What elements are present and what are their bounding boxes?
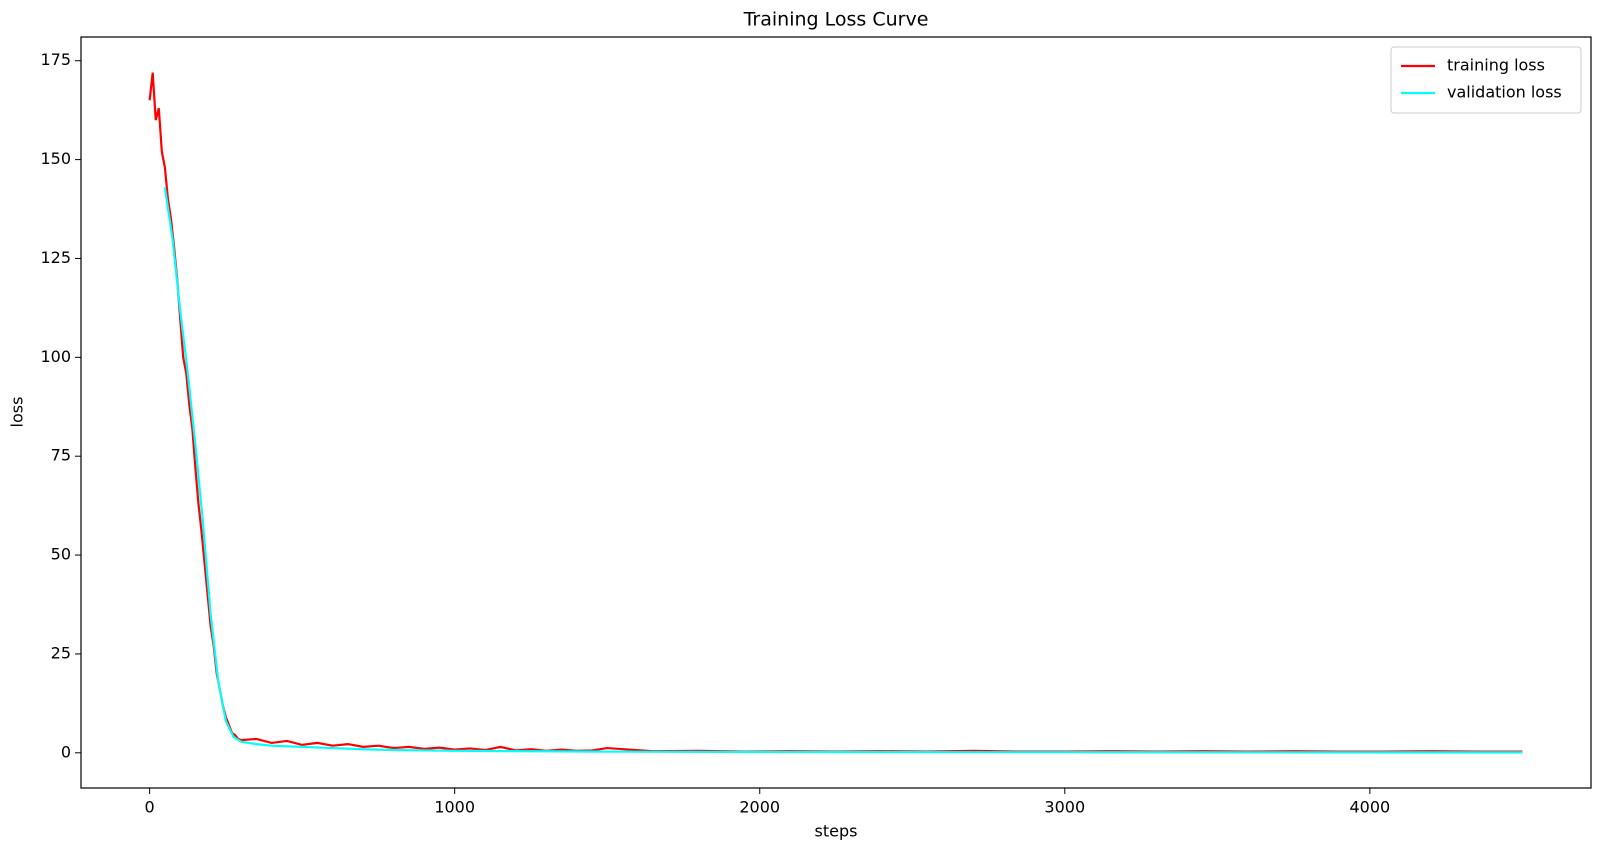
y-tick-label: 50 [51,545,71,564]
series-line [148,72,1523,753]
plot-frame [80,36,1592,789]
series-line [163,187,1523,754]
x-tick-label: 4000 [1349,798,1390,817]
legend-label: training loss [1447,56,1545,75]
x-axis-label: steps [815,822,858,841]
x-tick-label: 1000 [434,798,475,817]
x-tick-label: 3000 [1044,798,1085,817]
y-tick-label: 150 [40,149,71,168]
y-tick-label: 100 [40,347,71,366]
y-tick-label: 25 [51,643,71,662]
legend-label: validation loss [1447,83,1562,102]
y-tick-label: 0 [61,742,71,761]
x-tick-label: 2000 [739,798,780,817]
y-tick-label: 175 [40,50,71,69]
y-tick-label: 125 [40,248,71,267]
y-axis-label: loss [8,397,27,428]
y-tick-label: 75 [51,446,71,465]
legend-box [1390,46,1582,114]
chart-title: Training Loss Curve [743,9,929,31]
x-tick-label: 0 [145,798,155,817]
